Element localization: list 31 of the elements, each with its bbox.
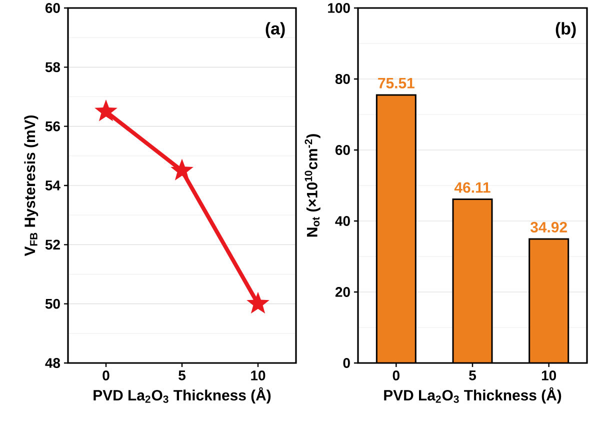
- y-axis-title: V$_{FB}$ Hysteresis (mV): [24, 116, 38, 256]
- point: [246, 292, 270, 314]
- x-tick-label: 10: [542, 370, 556, 380]
- x-tick-label: 10: [251, 370, 266, 380]
- point: [170, 158, 194, 180]
- y-tick-label: 54: [45, 180, 60, 190]
- x-tick-label: 5: [469, 370, 476, 380]
- y-tick-label: 48: [45, 358, 60, 368]
- y-tick-label: 20: [335, 287, 350, 297]
- y-tick-label: 0: [343, 358, 350, 368]
- y-tick-label: 56: [45, 121, 60, 132]
- data-label: 34.92: [530, 222, 567, 233]
- x-axis-title: PVD La$_{2}$O$_{3}$ Thickness (Å): [384, 387, 562, 404]
- annotation: (b): [556, 22, 576, 38]
- y-tick-label: 58: [45, 62, 60, 72]
- x-tick-label: 5: [178, 370, 186, 380]
- x-tick-label: 0: [102, 370, 110, 380]
- data-label: 75.51: [378, 78, 414, 88]
- annotation: (a): [266, 22, 285, 38]
- x-axis-title: PVD La$_{2}$O$_{3}$ Thickness (Å): [94, 387, 271, 404]
- y-tick-label: 52: [45, 240, 60, 250]
- y-tick-label: 60: [335, 145, 350, 155]
- data-label: 46.11: [454, 182, 490, 193]
- y-tick-label: 60: [45, 3, 60, 13]
- y-axis-title: N$_{ot}$ (×10$^{10}$cm$^{-2}$): [304, 134, 320, 237]
- x-tick-label: 0: [392, 370, 400, 380]
- y-tick-label: 40: [335, 216, 350, 226]
- y-tick-label: 80: [335, 74, 350, 84]
- point: [94, 100, 118, 122]
- y-tick-label: 50: [45, 298, 60, 309]
- y-tick-label: 100: [328, 3, 350, 13]
